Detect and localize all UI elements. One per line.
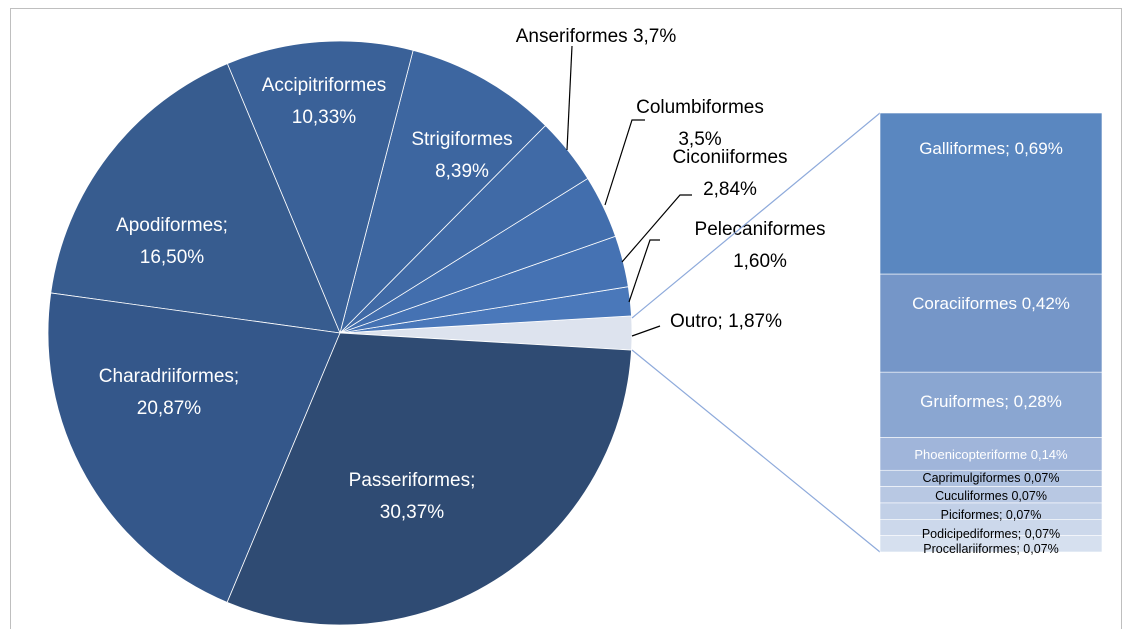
label-part: Piciformes; <box>941 508 1003 522</box>
data-label: Galliformes; 0,69% <box>919 139 1063 158</box>
bar-segment <box>879 273 1103 373</box>
label-part: 0,69% <box>1015 139 1063 158</box>
label-part: 0,28% <box>1014 392 1062 411</box>
label-part: Charadriiformes; <box>99 366 239 387</box>
label-part: Columbiformes <box>636 97 764 118</box>
data-label: Anseriformes 3,7% <box>516 26 677 47</box>
label-part: Caprimulgiformes <box>923 471 1021 485</box>
data-label: Podicipediformes; 0,07% <box>922 527 1060 541</box>
label-part: 16,50% <box>140 247 205 268</box>
label-part: Phoenicopteriforme <box>914 447 1027 462</box>
label-part: 0,42% <box>1022 294 1070 313</box>
label-part: Galliformes; <box>919 139 1010 158</box>
data-label: Gruiformes; 0,28% <box>920 392 1062 411</box>
label-part: 0,14% <box>1031 447 1068 462</box>
pie-slice <box>226 332 632 626</box>
leader-line <box>604 119 645 206</box>
label-part: Procellariiformes; <box>923 542 1020 556</box>
data-label: Ciconiiformes <box>672 147 787 168</box>
label-part: Gruiformes; <box>920 392 1009 411</box>
frame <box>10 8 1122 634</box>
data-label: 1,60% <box>733 251 787 272</box>
pie-slice <box>47 292 341 603</box>
label-part: Pelecaniformes <box>695 219 826 240</box>
bar-segment <box>879 437 1103 471</box>
bar-segment <box>879 371 1103 438</box>
label-part: Strigiformes <box>411 129 512 150</box>
data-label: Charadriiformes; <box>99 366 239 387</box>
data-label: Piciformes; 0,07% <box>941 508 1042 522</box>
connector-line <box>631 112 881 319</box>
data-label: 2,84% <box>703 179 757 200</box>
data-label: 30,37% <box>380 502 445 523</box>
data-label: 3,5% <box>678 129 721 150</box>
leader-line <box>631 325 661 337</box>
label-part: 8,39% <box>435 161 489 182</box>
data-label: 10,33% <box>292 107 357 128</box>
data-label: Apodiformes; <box>116 215 228 236</box>
data-label: Strigiformes <box>411 129 512 150</box>
data-label: 20,87% <box>137 398 202 419</box>
label-part: 0,07% <box>1011 489 1046 503</box>
data-label: Accipitriformes <box>262 75 387 96</box>
pie-slice <box>339 49 547 335</box>
leader-line <box>566 45 573 151</box>
data-label: Pelecaniformes <box>695 219 826 240</box>
label-part: Coraciiformes <box>912 294 1017 313</box>
leader-line <box>621 194 692 263</box>
data-label: Caprimulgiformes 0,07% <box>923 471 1060 485</box>
label-part: Outro; <box>670 311 723 332</box>
data-label: Columbiformes <box>636 97 764 118</box>
label-part: Passeriformes; <box>349 470 476 491</box>
label-part: Anseriformes <box>516 26 628 47</box>
label-part: Accipitriformes <box>262 75 387 96</box>
bar-segment <box>879 535 1103 553</box>
data-label: Phoenicopteriforme 0,14% <box>914 447 1068 462</box>
label-part: 10,33% <box>292 107 357 128</box>
label-part: Apodiformes; <box>116 215 228 236</box>
label-part: 0,07% <box>1025 527 1060 541</box>
label-part: 20,87% <box>137 398 202 419</box>
data-label: 16,50% <box>140 247 205 268</box>
label-part: 2,84% <box>703 179 757 200</box>
label-part: Ciconiiformes <box>672 147 787 168</box>
label-part: Podicipediformes; <box>922 527 1021 541</box>
data-label: Cuculiformes 0,07% <box>935 489 1047 503</box>
label-part: 3,5% <box>678 129 721 150</box>
data-label: 8,39% <box>435 161 489 182</box>
data-label: Outro; 1,87% <box>670 311 782 332</box>
label-part: 3,7% <box>633 26 676 47</box>
label-part: 0,07% <box>1023 542 1058 556</box>
connector-line <box>631 349 881 553</box>
pie-slice <box>50 63 341 334</box>
leader-line <box>628 239 660 303</box>
bar-segment <box>879 112 1103 275</box>
label-part: 0,07% <box>1024 471 1059 485</box>
label-part: 30,37% <box>380 502 445 523</box>
label-part: 0,07% <box>1006 508 1041 522</box>
data-label: Procellariiformes; 0,07% <box>923 542 1059 556</box>
pie-slice <box>226 40 414 335</box>
data-label: Passeriformes; <box>349 470 476 491</box>
data-label: Coraciiformes 0,42% <box>912 294 1070 313</box>
label-part: 1,60% <box>733 251 787 272</box>
label-part: Cuculiformes <box>935 489 1008 503</box>
label-part: 1,87% <box>728 311 782 332</box>
